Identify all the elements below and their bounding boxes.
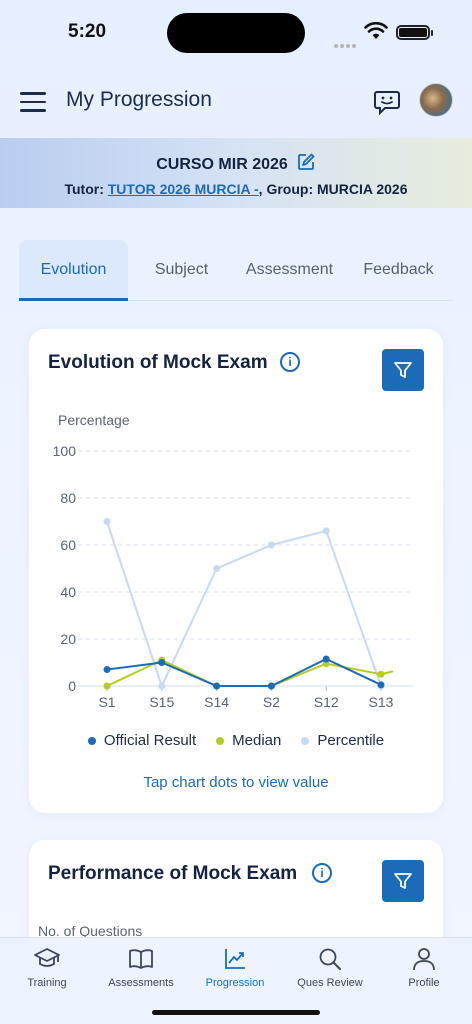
tab-assessment[interactable]: Assessment [245, 261, 334, 278]
nav-training[interactable]: Training [0, 946, 94, 989]
book-icon [129, 949, 153, 969]
tab-bar: Evolution Subject Assessment Feedback [19, 240, 453, 301]
nav-label: Training [27, 977, 67, 989]
filter-button[interactable] [382, 349, 424, 391]
bottom-nav: Training Assessments Progression Ques Re… [0, 937, 472, 1024]
battery-icon [396, 25, 433, 40]
series-line-official-result [106, 657, 382, 687]
chart-legend: Official Result Median Percentile [29, 732, 443, 749]
x-tick-label: S1 [98, 694, 115, 710]
group-label: , Group: [258, 181, 317, 197]
filter-icon [394, 362, 412, 378]
menu-icon[interactable] [20, 92, 46, 112]
data-point[interactable] [103, 518, 111, 525]
nav-assessments[interactable]: Assessments [94, 946, 188, 989]
group-name: MURCIA 2026 [317, 181, 408, 197]
legend-dot [87, 736, 96, 745]
nav-profile[interactable]: Profile [377, 946, 471, 989]
legend-item[interactable]: Median [216, 732, 281, 749]
data-point[interactable] [322, 527, 330, 535]
chart-hint: Tap chart dots to view value [143, 774, 329, 791]
performance-card-title: Performance of Mock Exam [48, 863, 298, 884]
legend-label: Percentile [317, 732, 385, 749]
signal-icon [334, 35, 358, 53]
data-point[interactable] [377, 681, 385, 689]
data-point[interactable] [213, 682, 221, 690]
dynamic-island [167, 13, 305, 53]
performance-y-axis-label: No. of Questions [38, 923, 143, 939]
legend-item[interactable]: Percentile [301, 732, 384, 749]
wifi-icon [364, 21, 388, 45]
nav-progression[interactable]: Progression [188, 946, 282, 989]
data-point[interactable] [158, 682, 166, 690]
nav-ques-review[interactable]: Ques Review [283, 946, 377, 989]
course-title-row: CURSO MIR 2026 [0, 152, 472, 177]
tutor-link[interactable]: TUTOR 2026 MURCIA - [107, 181, 259, 197]
series-line-percentile [106, 521, 382, 689]
evolution-card-title: Evolution of Mock Exam [48, 352, 268, 373]
filter-icon [394, 873, 412, 889]
course-name: CURSO MIR 2026 [156, 155, 288, 173]
x-tick-label: S15 [149, 694, 174, 710]
y-tick-label: 0 [68, 678, 76, 694]
tutor-group-row: Tutor: TUTOR 2026 MURCIA -, Group: MURCI… [0, 181, 472, 197]
data-point[interactable] [377, 670, 385, 678]
legend-item[interactable]: Official Result [87, 732, 197, 749]
x-tick-label: S2 [263, 694, 280, 710]
legend-label: Median [232, 732, 282, 749]
y-axis-label: Percentage [58, 412, 130, 428]
evolution-card: Evolution of Mock Exam i Percentage 0 20 40… [29, 329, 443, 813]
data-point[interactable] [267, 541, 275, 549]
status-bar: 5:20 [0, 0, 472, 66]
page-title: My Progression [66, 88, 212, 111]
legend-label: Official Result [103, 732, 197, 749]
chart-icon [225, 949, 245, 969]
info-icon[interactable]: i [280, 352, 300, 372]
graduation-cap-icon [34, 948, 60, 967]
x-tick-label: S12 [314, 694, 339, 710]
x-tick-label: S14 [204, 694, 229, 710]
nav-label: Assessments [108, 977, 174, 989]
tab-subject[interactable]: Subject [154, 261, 209, 278]
x-tick-label: S13 [369, 694, 394, 710]
filter-button[interactable] [382, 860, 424, 902]
y-tick-label: 100 [53, 443, 77, 459]
course-banner: CURSO MIR 2026 Tutor: TUTOR 2026 MURCIA … [0, 138, 472, 208]
tutor-label: Tutor: [64, 181, 108, 197]
nav-label: Profile [408, 977, 440, 989]
nav-label: Progression [205, 977, 265, 989]
y-tick-label: 40 [60, 584, 76, 600]
data-point[interactable] [158, 659, 166, 666]
tab-feedback[interactable]: Feedback [363, 261, 434, 278]
app-header: My Progression [0, 66, 472, 136]
tab-evolution[interactable]: Evolution [19, 240, 128, 301]
data-point[interactable] [322, 655, 330, 663]
status-time: 5:20 [68, 21, 107, 42]
info-icon[interactable]: i [312, 863, 332, 883]
avatar[interactable] [419, 83, 453, 117]
legend-dot [301, 736, 310, 745]
data-point[interactable] [213, 565, 221, 572]
data-point[interactable] [103, 682, 111, 690]
search-icon [319, 948, 341, 970]
legend-dot [216, 736, 225, 745]
y-tick-label: 20 [60, 631, 76, 647]
y-tick-label: 60 [60, 537, 76, 553]
data-point[interactable] [103, 666, 111, 674]
data-point[interactable] [267, 682, 275, 690]
y-tick-label: 80 [60, 490, 76, 506]
evolution-chart[interactable]: Percentage 0 20 40 60 80 100 S1 S15 S14 S2 S12 S13 [29, 329, 443, 729]
nav-label: Ques Review [297, 977, 363, 989]
user-icon [413, 948, 435, 971]
home-indicator [152, 1010, 320, 1015]
chat-icon[interactable] [373, 88, 401, 116]
edit-icon[interactable] [296, 152, 316, 177]
